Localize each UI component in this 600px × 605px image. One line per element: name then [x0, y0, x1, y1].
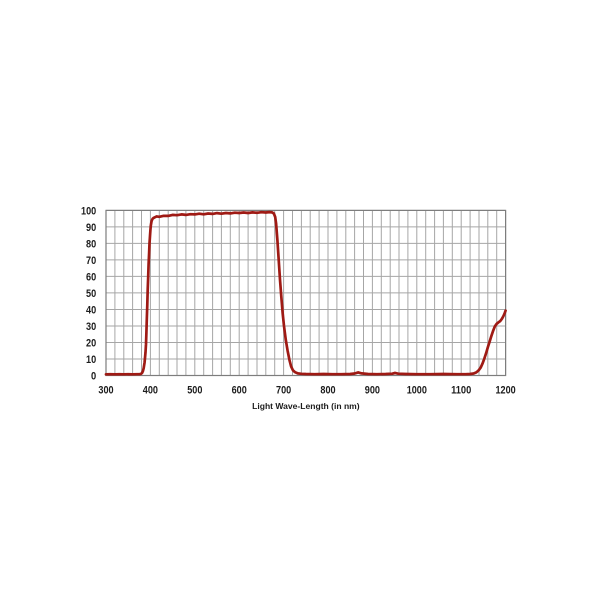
svg-text:20: 20	[86, 338, 96, 350]
svg-text:1000: 1000	[407, 385, 427, 397]
svg-text:400: 400	[143, 385, 158, 397]
svg-text:10: 10	[86, 354, 96, 366]
svg-text:1100: 1100	[451, 385, 471, 397]
svg-text:700: 700	[276, 385, 291, 397]
svg-text:80: 80	[86, 239, 96, 251]
svg-text:800: 800	[320, 385, 335, 397]
svg-text:500: 500	[187, 385, 202, 397]
svg-text:100: 100	[81, 206, 96, 218]
svg-text:0: 0	[91, 371, 96, 383]
svg-text:900: 900	[365, 385, 380, 397]
svg-text:30: 30	[86, 321, 96, 333]
svg-text:40: 40	[86, 305, 96, 317]
svg-text:Light Wave-Length (in nm): Light Wave-Length (in nm)	[252, 401, 360, 411]
svg-text:70: 70	[86, 255, 96, 267]
svg-text:50: 50	[86, 288, 96, 300]
svg-text:60: 60	[86, 272, 96, 284]
svg-text:1200: 1200	[496, 385, 516, 397]
svg-text:600: 600	[232, 385, 247, 397]
svg-text:90: 90	[86, 222, 96, 234]
svg-text:300: 300	[98, 385, 113, 397]
